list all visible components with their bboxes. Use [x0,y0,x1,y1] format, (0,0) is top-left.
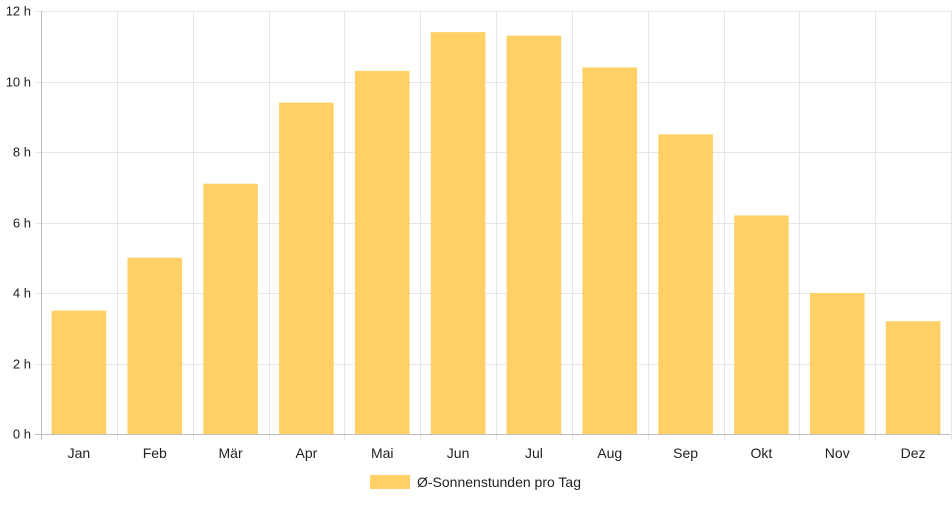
bar-aug[interactable] [582,67,638,435]
y-tick-label: 6 h [13,216,31,231]
legend-swatch[interactable] [370,475,410,489]
bar-apr[interactable] [279,102,334,435]
bar-sep[interactable] [658,134,713,434]
y-tick-label: 12 h [6,4,31,19]
y-tick-label: 0 h [13,427,31,442]
x-tick-label: Jun [447,445,470,461]
x-tick-label: Okt [751,445,773,461]
bar-mär[interactable] [203,183,258,434]
bars [51,32,941,435]
x-tick-label: Dez [901,445,926,461]
y-tick-label: 10 h [6,75,31,90]
legend[interactable]: Ø-Sonnenstunden pro Tag [370,474,581,490]
x-tick-label: Mai [371,445,394,461]
x-tick-label: Nov [825,445,850,461]
legend-label[interactable]: Ø-Sonnenstunden pro Tag [417,474,581,490]
y-tick-label: 2 h [13,357,31,372]
x-tick-label: Sep [673,445,698,461]
y-tick-label: 8 h [13,145,31,160]
y-tick-label: 4 h [13,286,31,301]
x-tick-label: Aug [597,445,622,461]
bar-mai[interactable] [354,70,410,435]
bar-okt[interactable] [734,215,789,434]
bar-jul[interactable] [506,35,562,435]
grid-lines [35,11,952,440]
bar-jun[interactable] [430,32,486,435]
y-tick-labels: 0 h 2 h 4 h 6 h 8 h 10 h 12 h [6,4,31,442]
bar-jan[interactable] [51,310,107,434]
x-tick-label: Jul [525,445,543,461]
bar-dez[interactable] [885,321,941,434]
bar-nov[interactable] [809,293,865,434]
bar-feb[interactable] [127,257,183,434]
x-tick-label: Jan [68,445,91,461]
x-tick-label: Apr [296,445,318,461]
x-tick-label: Mär [219,445,243,461]
x-tick-label: Feb [143,445,167,461]
x-tick-labels: Jan Feb Mär Apr Mai Jun Jul Aug Sep Okt Nov Dez [68,445,926,461]
